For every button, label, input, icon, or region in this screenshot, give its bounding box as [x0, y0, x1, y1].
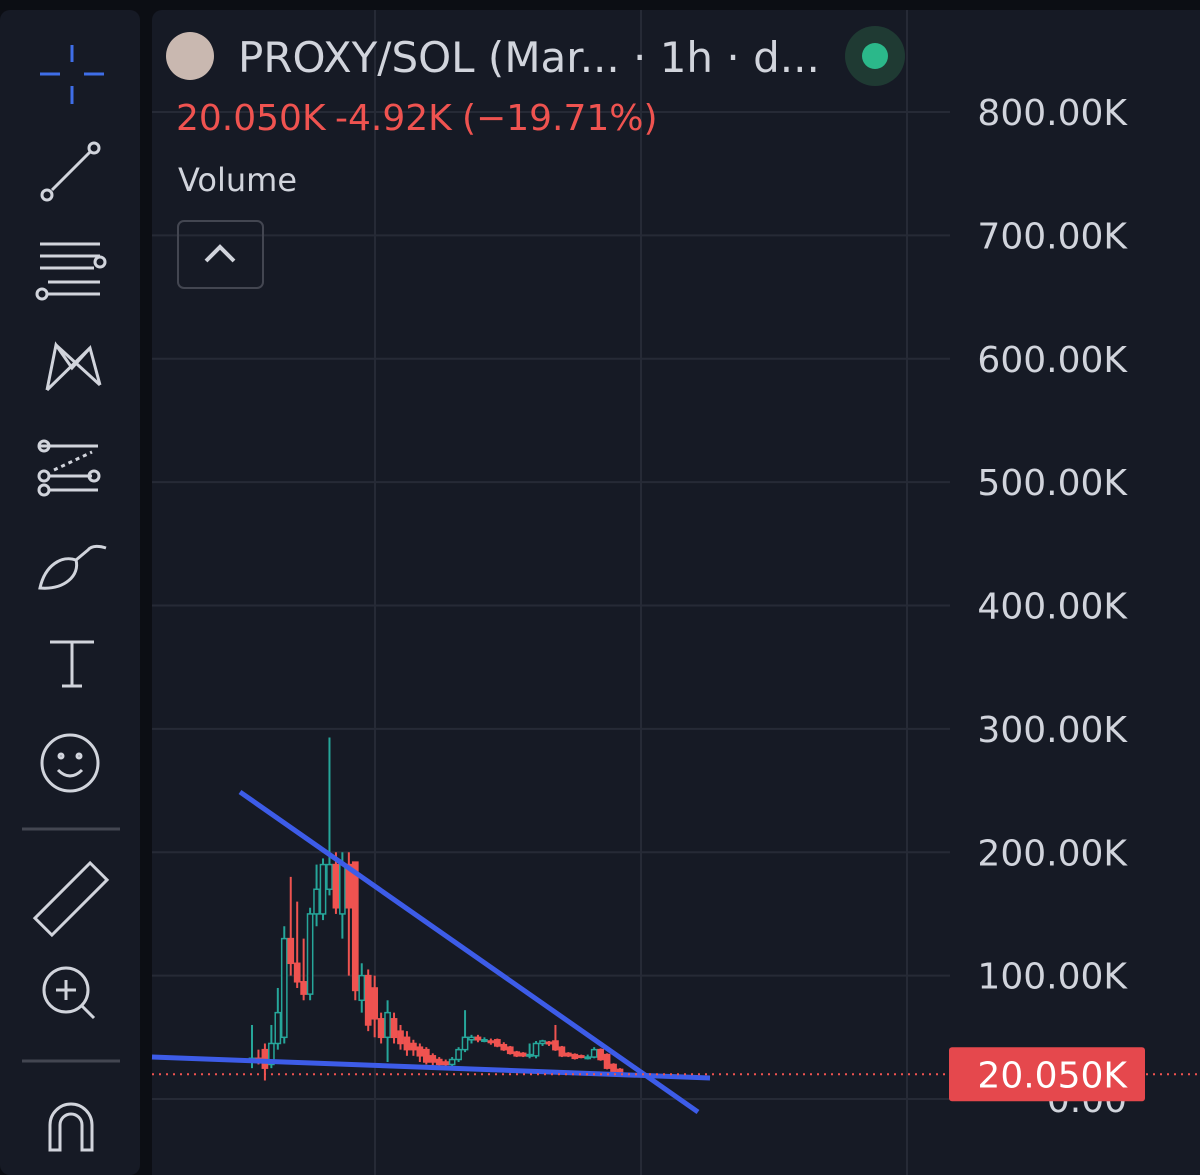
candle-body — [358, 974, 366, 1002]
candle-body — [468, 1036, 475, 1041]
y-tick-label: 800.00K — [977, 93, 1128, 134]
candle-body — [364, 974, 372, 1026]
candle-body — [377, 1018, 385, 1039]
candle-body — [571, 1053, 579, 1060]
candle-body — [422, 1048, 430, 1063]
collapse-button[interactable] — [177, 220, 264, 289]
prediction-tool[interactable] — [37, 439, 101, 497]
candle-body — [287, 937, 295, 965]
grid — [152, 10, 950, 1175]
candle-body — [539, 1040, 546, 1045]
candle-body — [306, 913, 314, 995]
change-percent: (−19.71%) — [462, 98, 658, 139]
interval: · 1h · d... — [633, 33, 820, 82]
y-tick-label: 200.00K — [977, 833, 1128, 874]
candle-body — [429, 1055, 437, 1063]
price: 20.050K — [176, 98, 327, 139]
token-icon — [166, 32, 214, 80]
y-tick-label: 300.00K — [977, 710, 1128, 751]
chart-panel — [152, 10, 1200, 1175]
candle-body — [268, 1042, 275, 1066]
last-price-badge — [949, 1047, 1145, 1102]
trendline-tool[interactable] — [40, 141, 101, 202]
y-tick-label: 600.00K — [977, 340, 1128, 381]
candle-body — [493, 1039, 501, 1047]
candle-body — [351, 861, 359, 992]
candle-body — [274, 1011, 282, 1045]
ruler-tool[interactable] — [32, 860, 110, 938]
candle-body — [371, 987, 379, 1020]
candle-body — [332, 863, 340, 909]
candle-body — [577, 1055, 585, 1059]
candle-body — [584, 1056, 592, 1060]
toolbar — [0, 10, 140, 1175]
indicator-name: Volume — [178, 161, 297, 199]
candle-body — [345, 863, 353, 909]
candle-body — [300, 981, 307, 995]
symbol: PROXY/SOL (Mar... — [238, 33, 620, 82]
pattern-tool[interactable] — [45, 341, 102, 392]
candle-body — [610, 1063, 617, 1073]
candle-body — [474, 1036, 482, 1041]
y-tick-label: 500.00K — [977, 463, 1128, 504]
candle-body — [410, 1042, 417, 1051]
magnet-tool[interactable] — [48, 1102, 94, 1152]
candle-body — [326, 863, 333, 891]
trendline[interactable] — [151, 1054, 711, 1081]
candle-body — [280, 937, 288, 1039]
candle-body — [526, 1053, 533, 1057]
candle-body — [319, 863, 327, 915]
y-tick-label: 100.00K — [977, 957, 1128, 998]
tool-icons — [22, 45, 120, 1152]
change: -4.92K — [335, 98, 453, 139]
candle-body — [461, 1036, 469, 1051]
brush-tool[interactable] — [38, 544, 107, 590]
lines-tool[interactable] — [35, 242, 107, 301]
candle-body — [565, 1052, 572, 1057]
candle-body — [603, 1053, 611, 1069]
candle-body — [481, 1039, 488, 1043]
candle-body — [390, 1018, 398, 1039]
last-price-label: 20.050K — [977, 1055, 1128, 1096]
candle-body — [590, 1048, 598, 1058]
text-tool[interactable] — [50, 640, 94, 688]
drawn-trendlines — [151, 789, 711, 1115]
status-dot — [862, 43, 888, 69]
button-frame — [177, 220, 264, 289]
candle-body — [597, 1048, 604, 1061]
candle-body — [435, 1058, 443, 1066]
candle-body — [487, 1040, 495, 1044]
candle-body — [416, 1046, 424, 1057]
candle-body — [313, 888, 320, 915]
candle-body — [448, 1058, 456, 1066]
emoji-tool[interactable] — [40, 733, 100, 793]
y-tick-label: 700.00K — [977, 216, 1128, 257]
zoom-tool[interactable] — [42, 966, 96, 1020]
y-tick-label: 400.00K — [977, 587, 1128, 628]
chevron — [204, 244, 236, 263]
candle-body — [558, 1046, 566, 1057]
candle-body — [339, 863, 346, 915]
candle-body — [532, 1042, 540, 1057]
candle-body — [506, 1046, 514, 1055]
trendline[interactable] — [238, 789, 700, 1115]
candle-body — [519, 1052, 527, 1057]
crosshair-tool[interactable] — [40, 45, 104, 104]
candle-body — [513, 1051, 521, 1057]
candle-body — [293, 962, 301, 983]
candle-body — [545, 1041, 553, 1045]
candle-body — [403, 1036, 411, 1051]
candle-body — [397, 1030, 404, 1045]
candles — [248, 737, 624, 1081]
candle-body — [384, 1011, 391, 1039]
candle-body — [552, 1040, 559, 1051]
candle-body — [442, 1061, 450, 1066]
candle-body — [455, 1048, 462, 1061]
candle-body — [500, 1043, 508, 1051]
